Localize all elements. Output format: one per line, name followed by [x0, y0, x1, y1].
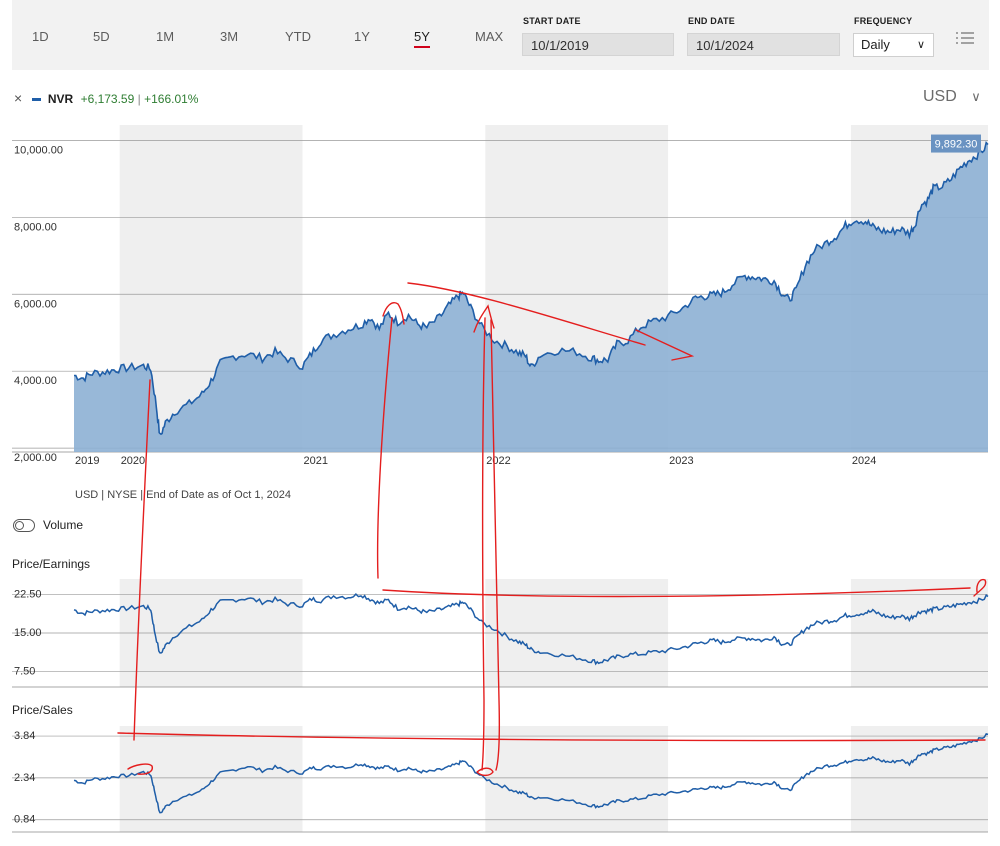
ticker-label: NVR — [47, 92, 74, 106]
annotation-stroke — [382, 302, 405, 325]
y-tick-label: 22.50 — [14, 588, 42, 600]
range-1d-button[interactable]: 1D — [32, 29, 49, 44]
data-source-note: USD | NYSE | End of Date as of Oct 1, 20… — [75, 489, 292, 501]
end-date-label: END DATE — [688, 16, 735, 26]
legend-separator: | — [137, 92, 141, 106]
annotation-stroke — [476, 767, 494, 777]
annotation-stroke — [117, 732, 986, 742]
year-shade-band — [485, 726, 669, 832]
year-shade-band — [119, 726, 303, 832]
x-tick-label: 2022 — [486, 455, 510, 467]
range-ytd-button[interactable]: YTD — [285, 29, 311, 44]
range-1m-button[interactable]: 1M — [156, 29, 175, 44]
y-tick-label: 0.84 — [14, 814, 35, 826]
y-tick-label: 4,000.00 — [14, 375, 57, 387]
chevron-down-icon: ∨ — [916, 39, 925, 51]
annotation-stroke — [382, 587, 971, 598]
price-line — [74, 140, 989, 436]
pe-line — [73, 593, 989, 666]
annotation-stroke — [635, 329, 695, 361]
annotation-stroke — [481, 317, 486, 771]
chevron-down-icon: ∨ — [971, 89, 981, 104]
list-settings-icon[interactable] — [955, 30, 975, 46]
annotation-stroke — [376, 317, 393, 579]
pe-chart-title: Price/Earnings — [12, 557, 91, 571]
annotation-stroke — [473, 304, 495, 333]
range-3m-button[interactable]: 3M — [220, 29, 239, 44]
toggle-switch-icon[interactable] — [13, 519, 35, 533]
ps-line — [73, 733, 989, 814]
range-toolbar: 1D 5D 1M 3M YTD 1Y 5Y MAX START DATE 10/… — [12, 0, 989, 70]
annotation-stroke — [490, 319, 501, 771]
annotation-stroke — [973, 578, 987, 597]
volume-toggle[interactable]: Volume — [13, 518, 84, 533]
frequency-select[interactable]: Daily ∨ — [853, 33, 934, 57]
price-area-fill — [74, 142, 988, 452]
x-tick-label: 2021 — [304, 455, 328, 467]
frequency-value: Daily — [861, 37, 890, 52]
start-date-label: START DATE — [523, 16, 581, 26]
range-1y-button[interactable]: 1Y — [354, 29, 370, 44]
x-tick-label: 2020 — [121, 455, 145, 467]
range-max-button[interactable]: MAX — [475, 29, 504, 44]
annotation-stroke — [407, 282, 646, 346]
close-icon[interactable]: × — [14, 90, 23, 106]
pct-change-value: +166.01% — [144, 92, 199, 106]
end-date-field[interactable]: 10/1/2024 — [687, 33, 840, 56]
last-value-label: 9,892.30 — [935, 139, 978, 151]
x-tick-label: 2023 — [669, 455, 693, 467]
series-legend: × NVR +6,173.59 | +166.01% — [14, 90, 198, 106]
annotation-stroke — [127, 763, 153, 775]
y-tick-label: 15.00 — [14, 627, 42, 639]
ps-chart-title: Price/Sales — [12, 703, 73, 717]
range-5y-button[interactable]: 5Y — [414, 29, 430, 48]
y-tick-label: 10,000.00 — [14, 144, 63, 156]
series-swatch — [31, 98, 41, 102]
frequency-label: FREQUENCY — [854, 16, 913, 26]
annotation-stroke — [133, 379, 151, 741]
currency-value: USD — [923, 88, 957, 105]
y-tick-label: 2,000.00 — [14, 452, 57, 464]
volume-label: Volume — [43, 518, 84, 532]
start-date-field[interactable]: 10/1/2019 — [522, 33, 674, 56]
last-value-badge — [931, 134, 981, 153]
currency-select[interactable]: USD ∨ — [923, 88, 981, 106]
y-tick-label: 8,000.00 — [14, 221, 57, 233]
y-tick-label: 6,000.00 — [14, 298, 57, 310]
handwritten-annotations — [117, 282, 987, 777]
y-tick-label: 7.50 — [14, 666, 35, 678]
x-tick-label: 2019 — [75, 455, 99, 467]
range-5d-button[interactable]: 5D — [93, 29, 110, 44]
change-value: +6,173.59 — [80, 92, 135, 106]
x-tick-label: 2024 — [852, 455, 876, 467]
y-tick-label: 3.84 — [14, 730, 35, 742]
y-tick-label: 2.34 — [14, 772, 35, 784]
